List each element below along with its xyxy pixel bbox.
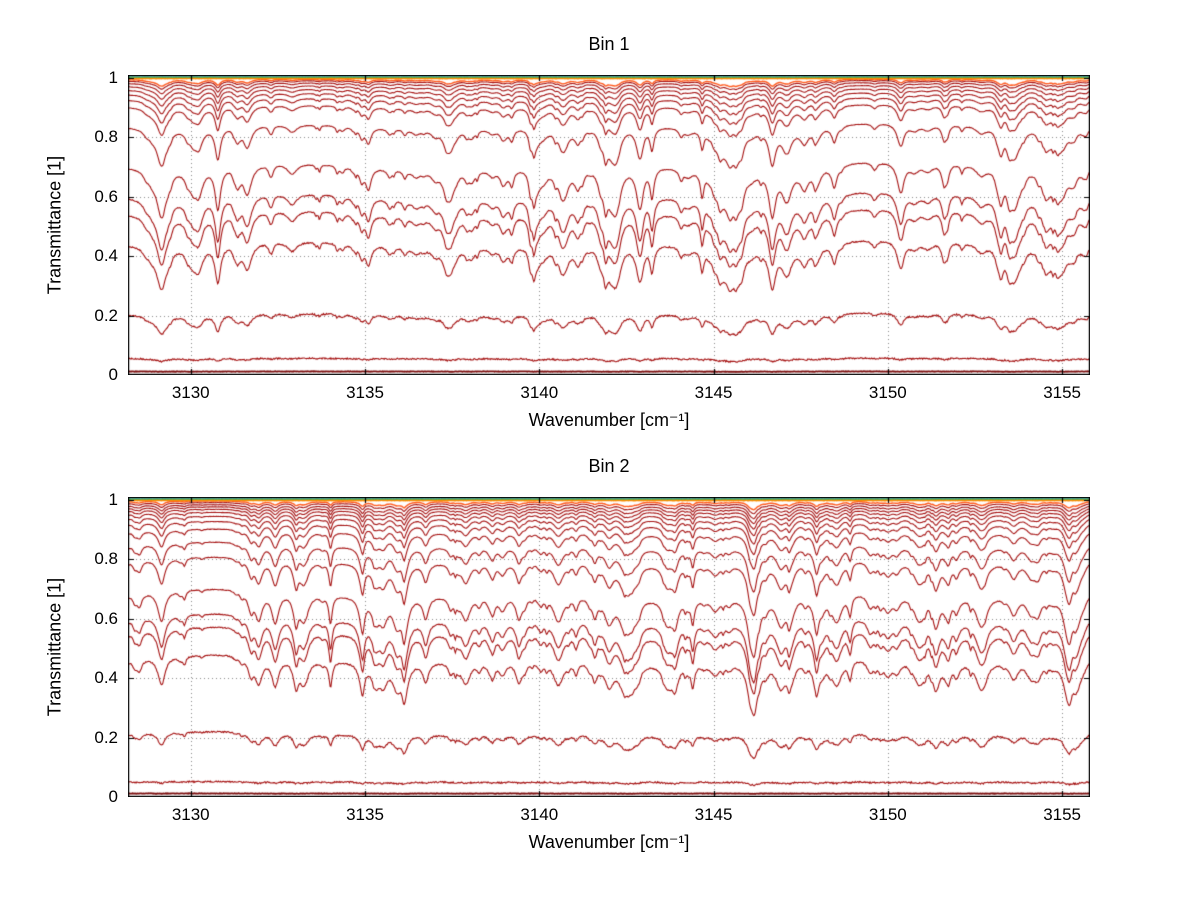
x-tick-label: 3150 [868, 805, 907, 824]
plot-area-bin-2 [128, 497, 1090, 797]
y-tick-label: 0.6 [94, 608, 118, 628]
y-tick-label: 0.2 [94, 727, 118, 747]
y-axis-label-bin-1: Transmittance [1] [44, 155, 65, 295]
spectra-canvas-bin-2 [128, 497, 1090, 797]
x-tick-label: 3140 [520, 805, 559, 824]
x-tick-label: 3130 [171, 383, 210, 402]
x-tick-label: 3155 [1043, 383, 1082, 402]
x-tick-label: 3145 [694, 383, 733, 402]
plot-area-bin-1 [128, 75, 1090, 375]
y-tick-label: 0.4 [94, 246, 118, 266]
x-tick-label: 3135 [346, 383, 384, 402]
y-tick-label: 0 [108, 787, 118, 806]
x-tick-label: 3150 [868, 383, 907, 402]
chart-title-bin-2: Bin 2 [588, 456, 630, 476]
x-tick-label: 3135 [346, 805, 384, 824]
chart-title-bin-1: Bin 1 [588, 34, 630, 54]
x-tick-label: 3145 [694, 805, 733, 824]
x-axis-label-bin-1: Wavenumber [cm⁻¹] [528, 410, 690, 430]
y-tick-label: 1 [108, 67, 118, 87]
x-axis-label-bin-2: Wavenumber [cm⁻¹] [528, 832, 690, 852]
x-tick-label: 3130 [171, 805, 210, 824]
x-tick-label: 3140 [520, 383, 559, 402]
y-axis-label-bin-2: Transmittance [1] [44, 577, 65, 717]
spectra-canvas-bin-1 [128, 75, 1090, 375]
y-tick-label: 1 [108, 489, 118, 509]
y-tick-label: 0.2 [94, 305, 118, 325]
x-tick-label: 3155 [1043, 805, 1082, 824]
subplot-bin-2: Bin 2 Transmittance [1] Wavenumber [cm⁻¹… [0, 422, 1200, 872]
subplot-bin-1: Bin 1 Transmittance [1] Wavenumber [cm⁻¹… [0, 0, 1200, 450]
y-tick-label: 0.8 [94, 549, 118, 569]
y-tick-label: 0 [108, 365, 118, 384]
y-tick-label: 0.8 [94, 127, 118, 147]
y-tick-label: 0.4 [94, 668, 118, 688]
y-tick-label: 0.6 [94, 186, 118, 206]
